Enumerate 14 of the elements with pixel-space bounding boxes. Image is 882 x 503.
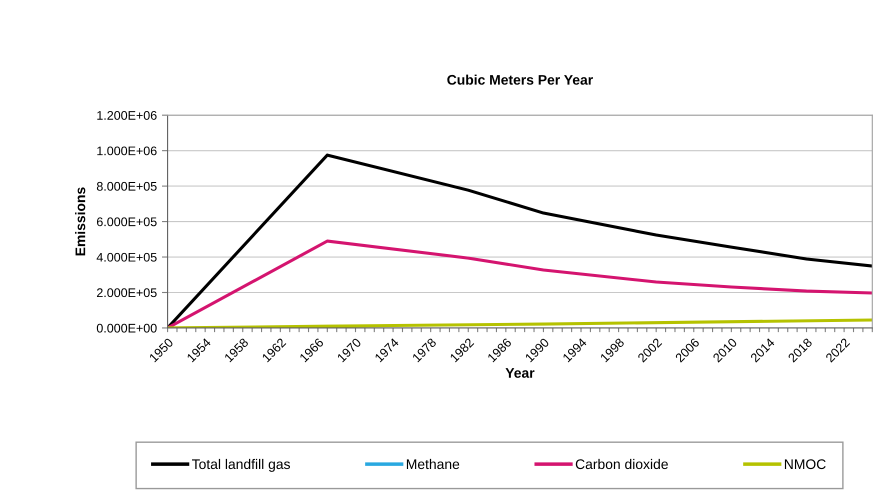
y-axis-title: Emissions [75,187,86,256]
y-tick-label: 1.200E+06 [97,110,157,120]
y-tick-label: 1.000E+06 [97,146,157,156]
y-tick-label: 4.000E+05 [96,252,157,262]
legend-label: NMOC [784,459,826,470]
y-tick-label: 8.000E+05 [96,182,157,191]
legend-label: Carbon dioxide [576,458,668,470]
chart-title: Cubic Meters Per Year [447,74,593,85]
y-tick-label: 2.000E+05 [96,288,157,298]
legend-label: Methane [406,458,460,470]
y-tick-label: 0.000E+00 [96,324,157,333]
y-tick-label: 6.000E+05 [96,217,157,226]
legend-label: Total landfill gas [192,458,290,472]
x-axis-title: Year [506,368,534,378]
